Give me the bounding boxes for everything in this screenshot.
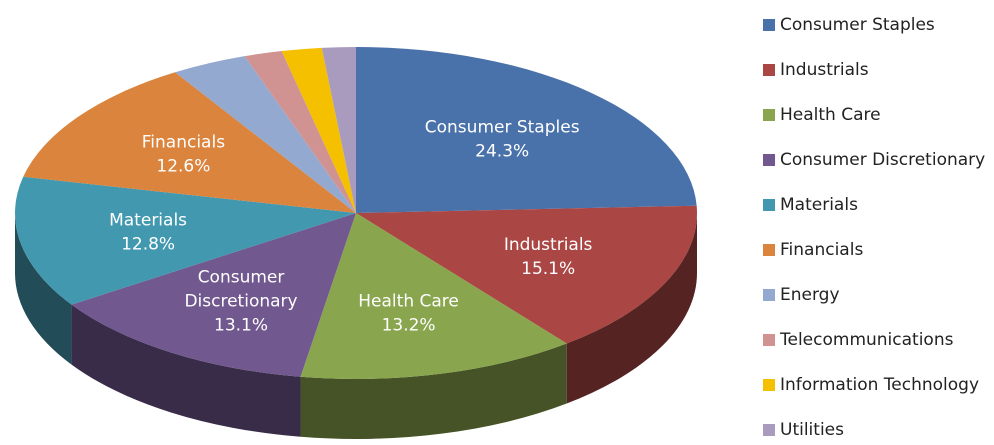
legend-swatch	[763, 154, 775, 166]
slice	[14, 176, 357, 305]
slice-value-label: 15.1%	[521, 259, 575, 279]
legend-label: Telecommunications	[779, 330, 954, 350]
legend-label: Energy	[780, 285, 840, 305]
slice-side	[300, 343, 567, 439]
legend-label: Consumer Discretionary	[780, 150, 985, 170]
slice-value-label: 13.2%	[382, 316, 436, 336]
legend-label: Industrials	[780, 60, 869, 80]
slice-value-label: 24.3%	[475, 142, 529, 162]
legend-label: Information Technology	[780, 375, 979, 395]
legend-swatch	[763, 19, 775, 31]
slice-side	[71, 304, 301, 437]
slice-side	[14, 213, 72, 365]
slice-label: Health Care	[358, 292, 459, 312]
slice	[321, 47, 356, 213]
legend-swatch	[763, 109, 775, 121]
slice	[281, 47, 356, 213]
slice-side	[566, 213, 697, 404]
legend-swatch	[763, 334, 775, 346]
legend-label: Financials	[780, 240, 863, 260]
slice	[356, 47, 697, 213]
legend-swatch	[763, 379, 775, 391]
slice	[356, 205, 697, 344]
legend-swatch	[763, 424, 775, 436]
slice-label: Materials	[109, 211, 187, 231]
slice	[71, 213, 356, 377]
slice-value-label: 13.1%	[214, 315, 268, 335]
slice-label: Industrials	[504, 235, 593, 255]
legend-label: Health Care	[780, 105, 881, 125]
legend-swatch	[763, 289, 775, 301]
slice	[244, 50, 356, 213]
legend-label: Consumer Staples	[780, 15, 935, 35]
slice-value-label: 12.6%	[156, 157, 210, 177]
legend-swatch	[763, 199, 775, 211]
legend-swatch	[763, 64, 775, 76]
slice-value-label: 12.8%	[121, 235, 175, 255]
legend-label: Materials	[780, 195, 858, 215]
slice	[23, 72, 357, 213]
slice	[175, 56, 356, 213]
slice-label: Consumer Staples	[425, 118, 580, 138]
legend-label: Utilities	[780, 420, 844, 440]
slice-label: Financials	[142, 133, 225, 153]
legend-swatch	[763, 244, 775, 256]
slice	[300, 213, 567, 379]
slice-label: Consumer Discretionary	[184, 267, 297, 311]
